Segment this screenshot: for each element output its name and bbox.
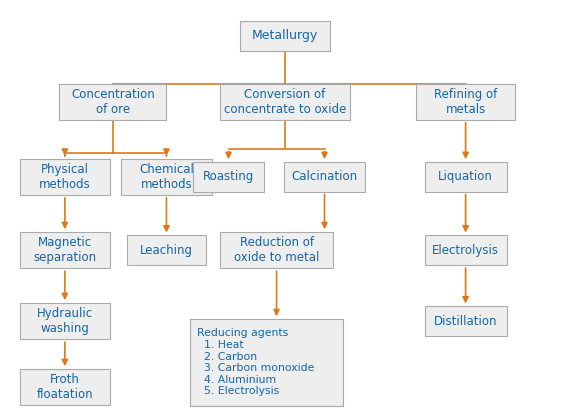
FancyBboxPatch shape	[20, 369, 110, 405]
Text: Calcination: Calcination	[291, 170, 357, 184]
FancyBboxPatch shape	[220, 84, 350, 120]
FancyBboxPatch shape	[127, 235, 206, 265]
FancyBboxPatch shape	[240, 21, 330, 51]
FancyBboxPatch shape	[425, 162, 507, 192]
Text: Leaching: Leaching	[140, 244, 193, 257]
FancyBboxPatch shape	[193, 162, 264, 192]
FancyBboxPatch shape	[59, 84, 166, 120]
FancyBboxPatch shape	[220, 232, 333, 268]
FancyBboxPatch shape	[190, 319, 343, 406]
Text: Magnetic
separation: Magnetic separation	[33, 236, 96, 264]
FancyBboxPatch shape	[20, 232, 110, 268]
Text: Froth
floatation: Froth floatation	[36, 373, 93, 401]
Text: Reduction of
oxide to metal: Reduction of oxide to metal	[234, 236, 319, 264]
Text: Chemical
methods: Chemical methods	[139, 163, 194, 191]
FancyBboxPatch shape	[284, 162, 365, 192]
FancyBboxPatch shape	[20, 303, 110, 339]
Text: Metallurgy: Metallurgy	[252, 29, 318, 42]
Text: Conversion of
concentrate to oxide: Conversion of concentrate to oxide	[224, 88, 346, 116]
FancyBboxPatch shape	[121, 159, 211, 195]
FancyBboxPatch shape	[416, 84, 515, 120]
Text: Liquation: Liquation	[438, 170, 493, 184]
Text: Reducing agents
  1. Heat
  2. Carbon
  3. Carbon monoxide
  4. Aluminium
  5. E: Reducing agents 1. Heat 2. Carbon 3. Car…	[197, 329, 314, 396]
Text: Electrolysis: Electrolysis	[432, 244, 499, 257]
Text: Physical
methods: Physical methods	[39, 163, 91, 191]
FancyBboxPatch shape	[425, 306, 507, 336]
FancyBboxPatch shape	[20, 159, 110, 195]
Text: Refining of
metals: Refining of metals	[434, 88, 497, 116]
Text: Concentration
of ore: Concentration of ore	[71, 88, 154, 116]
FancyBboxPatch shape	[425, 235, 507, 265]
Text: Hydraulic
washing: Hydraulic washing	[37, 307, 93, 335]
Text: Roasting: Roasting	[203, 170, 254, 184]
Text: Distillation: Distillation	[434, 315, 498, 328]
